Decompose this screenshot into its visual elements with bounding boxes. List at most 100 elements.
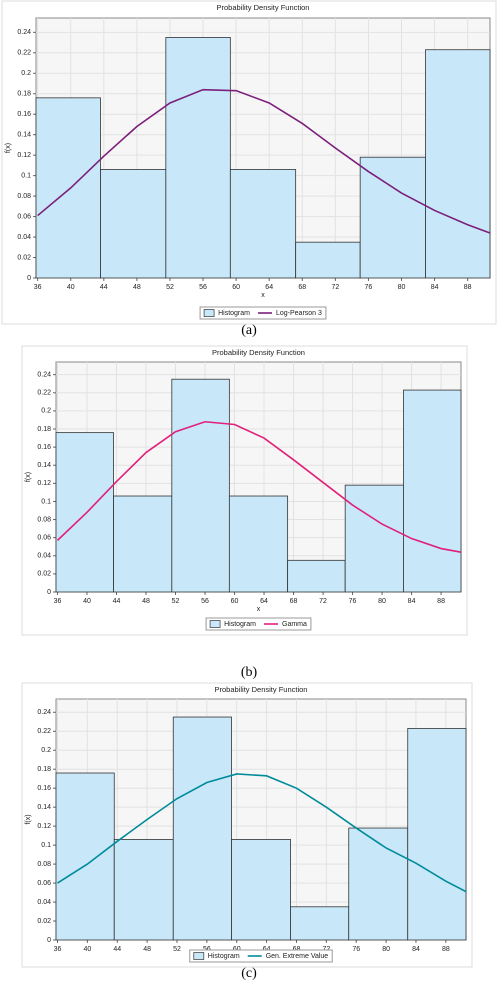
histogram-bar xyxy=(407,728,467,941)
x-tick-label: 52 xyxy=(172,598,180,605)
y-tick-label: 0.02 xyxy=(37,918,51,925)
histogram-bar xyxy=(55,432,114,593)
histogram-bar xyxy=(287,559,346,593)
y-tick-label: 0.2 xyxy=(41,747,51,754)
x-tick-label: 80 xyxy=(382,946,390,953)
x-tick-label: 68 xyxy=(290,598,298,605)
histogram-bar xyxy=(171,378,230,593)
y-tick-label: 0.14 xyxy=(17,132,31,139)
y-axis-label: f(x) xyxy=(25,472,32,482)
y-tick-label: 0.22 xyxy=(37,728,51,735)
x-tick-label: 40 xyxy=(83,598,91,605)
legend-label: Gen. Extreme Value xyxy=(266,953,329,960)
legend-swatch xyxy=(209,620,221,628)
legend-label: Log-Pearson 3 xyxy=(276,310,322,317)
x-tick-label: 40 xyxy=(67,284,75,291)
x-tick-label: 72 xyxy=(331,284,339,291)
x-tick-label: 88 xyxy=(464,284,472,291)
histogram-bar xyxy=(172,716,232,941)
x-tick-label: 44 xyxy=(113,946,121,953)
caption: (c) xyxy=(241,966,257,981)
y-tick-label: 0 xyxy=(47,589,51,596)
x-tick-label: 72 xyxy=(322,946,330,953)
chart-frame xyxy=(21,345,468,636)
x-tick-label: 68 xyxy=(293,946,301,953)
y-tick-label: 0.06 xyxy=(17,213,31,220)
x-tick-label: 72 xyxy=(319,598,327,605)
y-tick-label: 0.24 xyxy=(17,29,31,36)
histogram-bar xyxy=(113,495,173,593)
histogram-bar xyxy=(165,37,231,279)
x-tick-label: 64 xyxy=(265,284,273,291)
legend-label: Gamma xyxy=(282,621,307,628)
x-axis-label: x xyxy=(261,292,265,299)
y-tick-label: 0.08 xyxy=(37,861,51,868)
y-tick-label: 0.18 xyxy=(37,426,51,433)
y-tick-label: 0.1 xyxy=(41,498,51,505)
x-tick-label: 76 xyxy=(365,284,373,291)
y-tick-label: 0.16 xyxy=(37,444,51,451)
density-curve xyxy=(57,773,467,893)
x-tick-label: 64 xyxy=(260,598,268,605)
caption: (b) xyxy=(241,665,258,680)
x-tick-label: 52 xyxy=(166,284,174,291)
x-tick-label: 80 xyxy=(398,284,406,291)
y-tick-label: 0.18 xyxy=(37,766,51,773)
x-tick-label: 88 xyxy=(442,946,450,953)
y-tick-label: 0.22 xyxy=(17,50,31,57)
histogram-bar xyxy=(55,772,115,941)
y-tick-label: 0.22 xyxy=(37,390,51,397)
y-tick-label: 0.18 xyxy=(17,91,31,98)
x-tick-label: 68 xyxy=(298,284,306,291)
y-tick-label: 0.16 xyxy=(37,785,51,792)
legend-box xyxy=(205,617,312,631)
x-tick-label: 76 xyxy=(349,598,357,605)
histogram-bar xyxy=(229,169,297,279)
histogram-bar xyxy=(425,49,491,279)
histogram-bar xyxy=(35,97,101,279)
legend-label: Histogram xyxy=(224,621,256,628)
x-tick-label: 56 xyxy=(201,598,209,605)
y-tick-label: 0.1 xyxy=(21,172,31,179)
y-tick-label: 0.06 xyxy=(37,535,51,542)
histogram-bar xyxy=(290,906,350,941)
x-tick-label: 84 xyxy=(431,284,439,291)
x-tick-label: 40 xyxy=(83,946,91,953)
y-axis-label: f(x) xyxy=(5,143,12,153)
x-tick-label: 84 xyxy=(408,598,416,605)
y-tick-label: 0.2 xyxy=(21,70,31,77)
chart-title: Probability Density Function xyxy=(212,348,305,357)
histogram-bar xyxy=(359,156,426,279)
y-tick-label: 0.12 xyxy=(17,152,31,159)
legend-swatch xyxy=(193,952,205,960)
x-tick-label: 88 xyxy=(437,598,445,605)
y-tick-label: 0 xyxy=(47,937,51,944)
x-tick-label: 60 xyxy=(231,598,239,605)
y-tick-label: 0.1 xyxy=(41,842,51,849)
x-tick-label: 80 xyxy=(378,598,386,605)
x-tick-label: 60 xyxy=(232,284,240,291)
x-tick-label: 56 xyxy=(199,284,207,291)
histogram-bar xyxy=(344,484,404,593)
y-tick-label: 0.24 xyxy=(37,709,51,716)
caption: (a) xyxy=(241,323,257,338)
x-tick-label: 36 xyxy=(54,946,62,953)
x-tick-label: 48 xyxy=(143,946,151,953)
y-tick-label: 0.2 xyxy=(41,408,51,415)
x-tick-label: 64 xyxy=(263,946,271,953)
x-tick-label: 44 xyxy=(113,598,121,605)
histogram-bar xyxy=(348,827,409,941)
x-tick-label: 48 xyxy=(142,598,150,605)
x-tick-label: 44 xyxy=(100,284,108,291)
legend-label: Histogram xyxy=(208,953,240,960)
x-tick-label: 84 xyxy=(412,946,420,953)
y-tick-label: 0.02 xyxy=(17,254,31,261)
x-tick-label: 36 xyxy=(54,598,62,605)
x-tick-label: 76 xyxy=(352,946,360,953)
y-tick-label: 0.08 xyxy=(17,193,31,200)
chart-title: Probability Density Function xyxy=(217,3,310,12)
histogram-bar xyxy=(231,839,291,941)
x-tick-label: 52 xyxy=(173,946,181,953)
y-tick-label: 0.08 xyxy=(37,516,51,523)
